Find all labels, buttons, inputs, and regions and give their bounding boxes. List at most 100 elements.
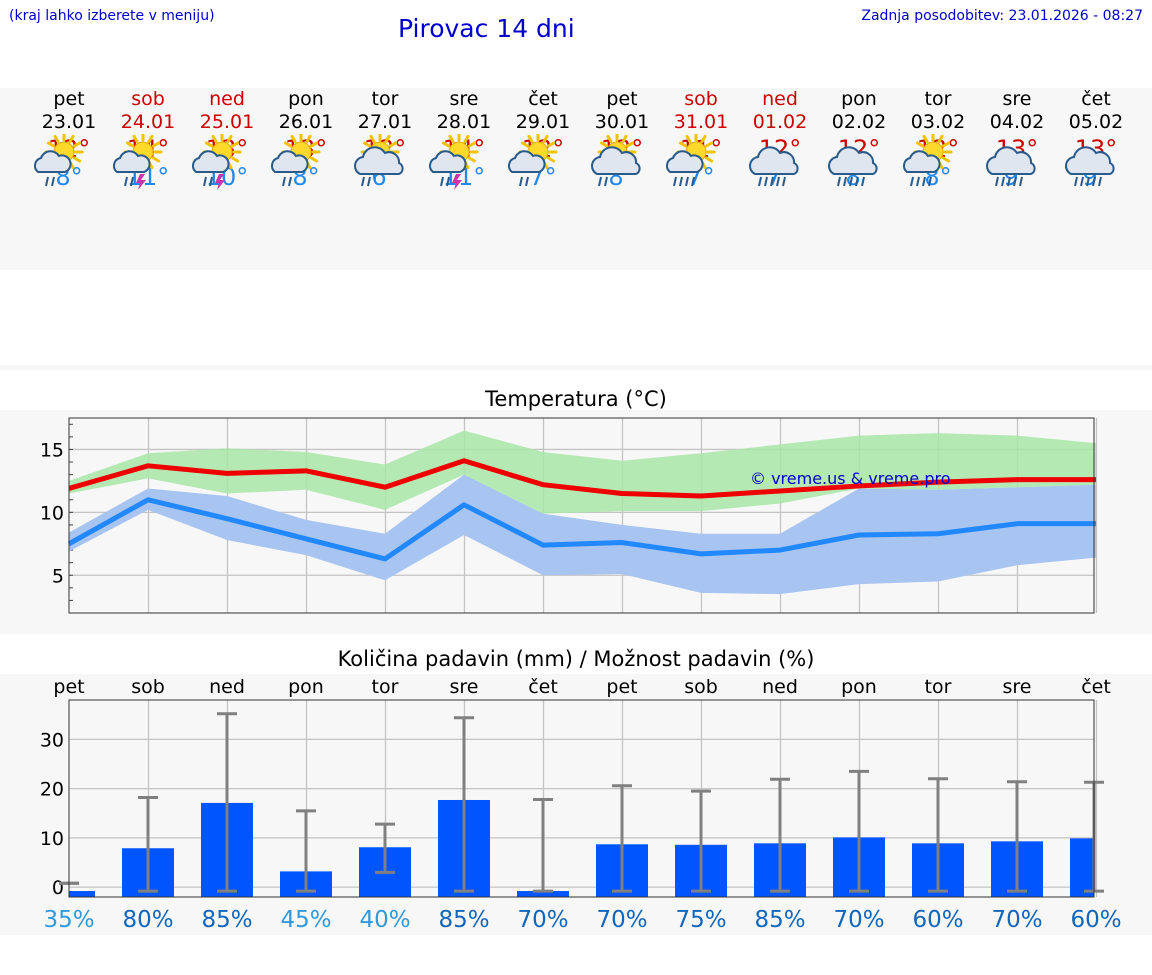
precip-day-label: pet [53, 676, 84, 698]
cloud-icon [666, 150, 704, 173]
chart-watermark: © vreme.us & vreme.pro [750, 469, 951, 488]
sun-thunderstorm-icon [113, 134, 163, 190]
day-name: čet [528, 88, 558, 110]
day-name: pet [606, 88, 638, 110]
day-date: 28.01 [436, 111, 492, 133]
day-name: sob [684, 88, 718, 110]
day-date: 05.02 [1068, 111, 1124, 133]
day-date: 27.01 [357, 111, 413, 133]
precip-day-label: pon [288, 676, 324, 698]
day-name: tor [924, 88, 952, 110]
day-date: 25.01 [199, 111, 255, 133]
day-column: sre 04.02 13° 9° [978, 88, 1056, 191]
lightning-icon [136, 174, 146, 190]
precip-day-label: sob [684, 676, 718, 698]
cloud-icon [749, 146, 799, 175]
cloud-icon [1065, 146, 1115, 175]
day-date: 02.02 [831, 111, 887, 133]
precipitation-probability: 80% [122, 907, 173, 933]
day-name: pet [53, 88, 85, 110]
cloud-rain-icon [986, 146, 1036, 187]
day-column: ned 01.02 12° 7° [741, 88, 819, 191]
precipitation-probability: 35% [43, 907, 94, 933]
precipitation-chart-title: Količina padavin (mm) / Možnost padavin … [337, 647, 815, 671]
max-temperature-line [68, 458, 1096, 499]
precip-day-label: ned [209, 676, 245, 698]
divider [0, 365, 1152, 370]
rain-icon [282, 176, 292, 187]
day-name: tor [371, 88, 399, 110]
max-temperature-range-band [69, 430, 1096, 514]
cloud-rain-icon [1065, 146, 1115, 187]
precipitation-bar [1070, 838, 1094, 897]
precip-day-label: čet [1081, 676, 1111, 698]
precip-day-label: pet [606, 676, 637, 698]
temperature-chart-title: Temperatura (°C) [485, 387, 667, 411]
daily-forecast-strip: pet23.0112°8°sob24.0114°11°ned25.0113°10… [0, 88, 1152, 270]
y-tick-label: 10 [40, 828, 64, 850]
cloud-icon [429, 150, 467, 173]
day-date: 24.01 [120, 111, 176, 133]
cloud-icon [591, 146, 641, 175]
precipitation-probability: 85% [438, 907, 489, 933]
precipitation-bar [517, 891, 569, 897]
precip-day-label: sob [131, 676, 165, 698]
rain-icon [758, 176, 786, 187]
last-updated: Zadnja posodobitev: 23.01.2026 - 08:27 [861, 8, 1143, 24]
day-column: pon 02.02 12° 8° [820, 88, 898, 191]
day-date: 30.01 [594, 111, 650, 133]
precipitation-probability: 40% [359, 907, 410, 933]
sun-cloud-rain-icon [354, 134, 404, 187]
day-name: ned [762, 88, 798, 110]
cloud-icon [903, 150, 941, 173]
precipitation-probability: 75% [675, 907, 726, 933]
y-tick-label: 15 [40, 439, 64, 461]
partly-sunny-rain-icon [34, 134, 84, 187]
day-name: sob [131, 88, 165, 110]
precip-day-label: sre [450, 676, 479, 698]
temperature-chart: 5 10 15 © vreme.us & vreme.pro [40, 417, 1098, 614]
lightning-icon [215, 174, 225, 190]
precip-day-label: čet [528, 676, 558, 698]
day-date: 31.01 [673, 111, 729, 133]
forecast-strip-background [0, 88, 1152, 270]
rain-icon [598, 176, 608, 187]
cloud-icon [34, 150, 72, 173]
temperature-plot-frame [68, 417, 1095, 614]
min-temperature-range-band [69, 474, 1096, 595]
precipitation-probability: 85% [201, 907, 252, 933]
precipitation-probability: 85% [754, 907, 805, 933]
cloud-rain-icon [749, 146, 799, 187]
day-date: 04.02 [989, 111, 1045, 133]
min-temperature-line [67, 497, 1096, 562]
rain-icon [995, 176, 1023, 187]
cloud-icon [354, 146, 404, 175]
location-hint: (kraj lahko izberete v meniju) [9, 8, 215, 24]
sun-heavy-rain-icon [666, 134, 716, 187]
rain-icon [45, 176, 55, 187]
day-name: pon [288, 88, 324, 110]
sun-thunderstorm-icon [429, 134, 479, 190]
sun-heavy-rain-icon [903, 134, 953, 187]
precipitation-probability: 70% [596, 907, 647, 933]
precipitation-chart: pet sob ned pon tor sre čet pet sob ned pon tor sre č… [40, 676, 1122, 933]
precip-day-label: sre [1003, 676, 1032, 698]
precipitation-bar [69, 891, 95, 897]
precipitation-probability: 60% [912, 907, 963, 933]
day-date: 03.02 [910, 111, 966, 133]
cloud-icon [508, 150, 546, 173]
day-date: 26.01 [278, 111, 334, 133]
day-name: čet [1081, 88, 1111, 110]
cloud-icon [828, 146, 878, 175]
day-name: ned [209, 88, 245, 110]
partly-sunny-rain-icon [508, 134, 558, 187]
cloud-icon [113, 150, 151, 173]
page-title: Pirovac 14 dni [398, 14, 575, 43]
sun-thunderstorm-icon [192, 134, 242, 190]
precipitation-plot-frame [68, 699, 1095, 898]
